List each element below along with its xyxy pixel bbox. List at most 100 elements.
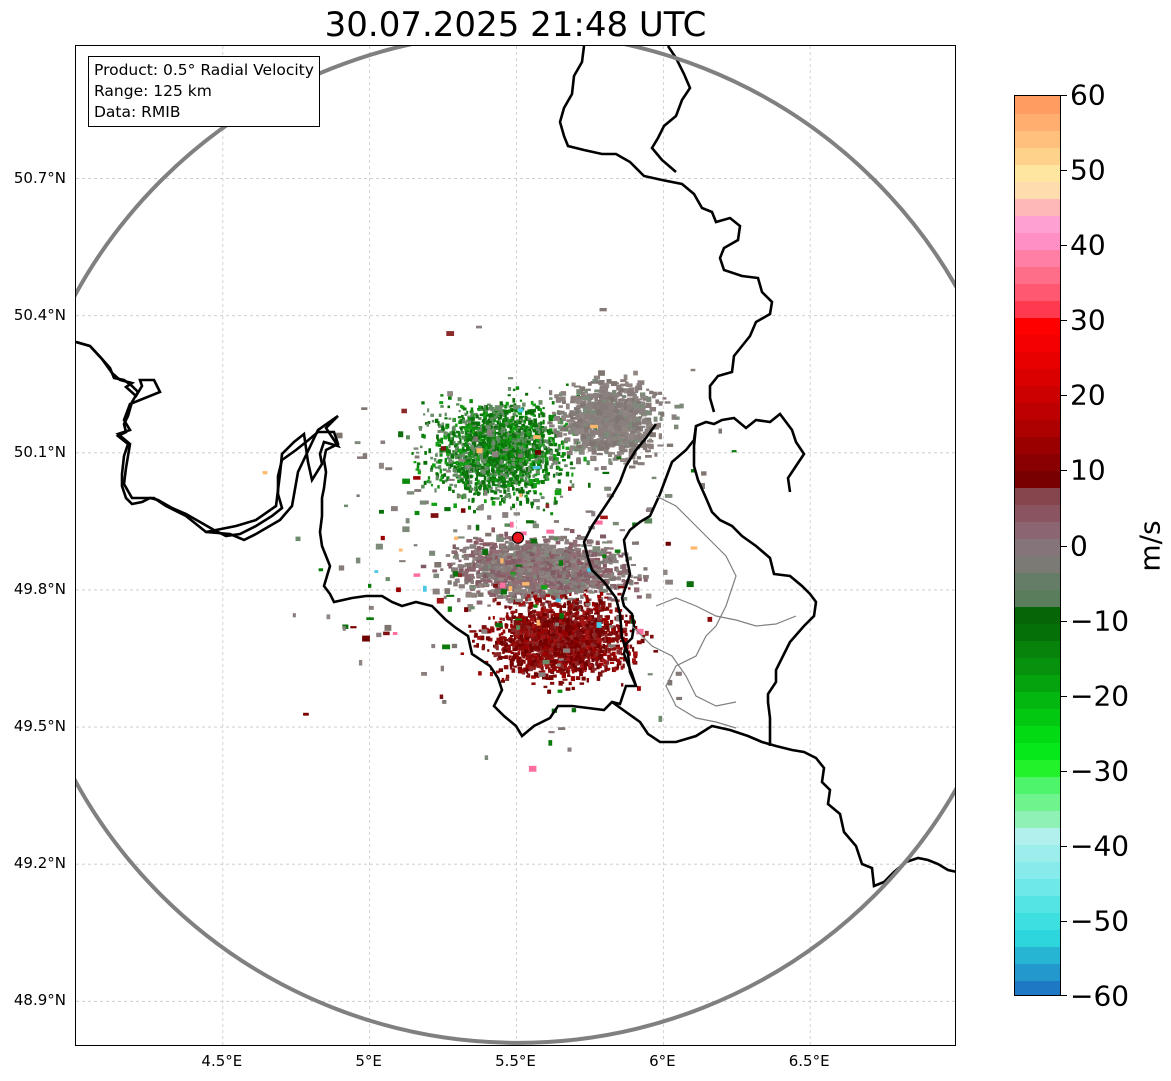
echo-pixel xyxy=(530,443,534,446)
echo-pixel xyxy=(468,470,472,474)
echo-pixel xyxy=(423,434,426,439)
echo-pixel xyxy=(457,416,462,419)
echo-pixel xyxy=(525,459,528,464)
echo-pixel xyxy=(454,557,460,560)
echo-pixel xyxy=(427,421,431,425)
echo-pixel xyxy=(444,458,448,463)
echo-pixel xyxy=(472,562,478,568)
echo-pixel xyxy=(448,459,452,465)
echo-pixel xyxy=(464,431,468,436)
echo-pixel xyxy=(548,414,552,419)
echo-pixel xyxy=(575,410,579,416)
echo-pixel xyxy=(511,477,514,482)
echo-pixel xyxy=(565,582,571,588)
echo-pixel xyxy=(529,479,534,484)
echo-pixel xyxy=(561,400,566,404)
echo-pixel xyxy=(557,461,561,465)
echo-pixel xyxy=(447,562,453,567)
echo-pixel xyxy=(563,585,570,588)
echo-pixel xyxy=(617,441,621,446)
echo-pixel xyxy=(519,579,523,584)
echo-pixel xyxy=(583,408,588,415)
echo-pixel xyxy=(519,471,522,477)
echo-pixel xyxy=(490,496,494,501)
echo-pixel xyxy=(445,426,448,430)
echo-pixel xyxy=(448,565,452,569)
echo-pixel xyxy=(549,606,552,611)
echo-pixel xyxy=(456,403,460,406)
echo-pixel xyxy=(544,546,551,551)
echo-pixel xyxy=(519,458,523,463)
echo-pixel xyxy=(579,449,585,455)
echo-pixel xyxy=(513,403,517,407)
echo-pixel xyxy=(509,451,514,457)
radar-map[interactable] xyxy=(75,45,956,1046)
echo-pixel xyxy=(493,448,496,453)
echo-pixel xyxy=(594,574,600,580)
radar-map-canvas xyxy=(76,46,955,1045)
echo-pixel xyxy=(457,433,461,437)
echo-pixel xyxy=(607,596,612,601)
echo-pixel xyxy=(465,485,469,491)
echo-pixel xyxy=(617,572,625,576)
echo-pixel xyxy=(636,430,641,435)
echo-pixel xyxy=(483,558,487,562)
echo-pixel xyxy=(570,461,573,466)
echo-pixel xyxy=(554,500,558,504)
echo-pixel xyxy=(466,474,470,479)
echo-pixel xyxy=(461,494,464,500)
echo-pixel xyxy=(602,412,607,417)
echo-pixel xyxy=(406,435,410,440)
echo-pixel xyxy=(537,447,541,451)
echo-pixel xyxy=(542,469,545,474)
echo-pixel xyxy=(581,396,586,401)
echo-pixel xyxy=(464,427,467,433)
echo-pixel xyxy=(573,651,577,656)
echo-pixel xyxy=(472,413,475,417)
echo-pixel xyxy=(514,560,520,564)
echo-pixel xyxy=(511,585,519,588)
echo-pixel xyxy=(587,436,591,441)
echo-pixel xyxy=(482,457,487,462)
echo-pixel xyxy=(515,477,519,481)
echo-pixel xyxy=(632,541,639,545)
echo-pixel xyxy=(518,568,525,572)
echo-pixel xyxy=(486,580,493,583)
echo-pixel xyxy=(504,422,509,426)
echo-pixel xyxy=(497,483,501,488)
echo-pixel xyxy=(462,548,467,554)
echo-pixel xyxy=(554,594,561,600)
echo-pixel xyxy=(449,431,452,436)
echo-pixel xyxy=(478,466,481,469)
echo-pixel xyxy=(539,492,543,496)
echo-pixel xyxy=(457,397,462,402)
echo-pixel xyxy=(428,448,432,454)
echo-pixel xyxy=(637,577,642,582)
echo-pixel xyxy=(456,453,460,457)
echo-pixel xyxy=(594,422,600,425)
echo-pixel xyxy=(579,536,586,541)
echo-pixel xyxy=(498,533,504,539)
echo-pixel xyxy=(512,388,516,392)
echo-pixel xyxy=(512,434,517,439)
echo-pixel xyxy=(469,585,476,590)
echo-pixel xyxy=(458,564,464,569)
echo-pixel xyxy=(533,552,538,558)
echo-pixel xyxy=(629,441,637,448)
echo-pixel xyxy=(620,615,624,621)
echo-pixel xyxy=(496,581,502,586)
echo-pixel xyxy=(535,444,539,448)
echo-pixel xyxy=(560,667,566,671)
echo-pixel xyxy=(558,468,563,472)
echo-pixel xyxy=(523,557,531,561)
echo-pixel xyxy=(500,442,504,447)
echo-pixel xyxy=(628,387,635,391)
echo-pixel xyxy=(491,456,495,462)
echo-pixel xyxy=(477,445,481,450)
echo-pixel xyxy=(505,470,509,474)
echo-pixel xyxy=(448,486,452,491)
echo-pixel xyxy=(538,455,541,459)
echo-pixel xyxy=(554,549,559,552)
echo-pixel xyxy=(500,439,504,443)
echo-pixel xyxy=(587,559,595,563)
